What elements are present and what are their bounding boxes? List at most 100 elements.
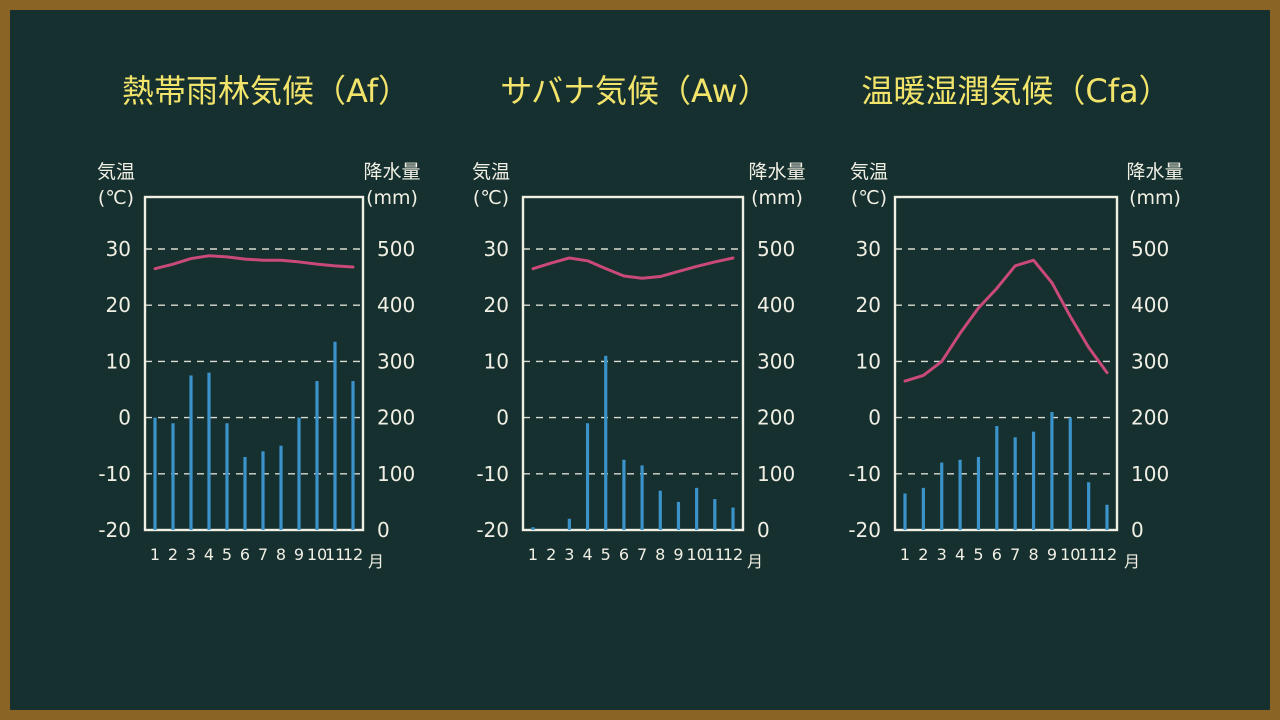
chart-title: 温暖湿潤気候（Cfa） [861,72,1170,110]
precipitation-tick-label: 100 [757,462,795,486]
temperature-tick-label: -20 [848,518,881,542]
precipitation-bar [243,456,247,530]
month-label: 9 [673,545,683,564]
month-label: 5 [601,545,611,564]
precipitation-tick-label: 100 [377,462,415,486]
precipitation-bar [189,375,193,530]
temperature-tick-label: 0 [868,406,881,430]
month-label: 1 [900,545,910,564]
right-axis-unit: (mm) [366,187,418,209]
precipitation-tick-label: 0 [1131,518,1144,542]
chart-cfa: 温暖湿潤気候（Cfa） 気温 (℃) 降水量 (mm) 月 3020100-10… [848,72,1183,571]
temperature-tick-label: 10 [856,349,881,373]
precipitation-bar [940,462,944,530]
month-label: 4 [955,545,965,564]
month-label: 8 [1028,545,1038,564]
precipitation-bar [531,527,535,530]
chart-af: 熱帯雨林気候（Af） 気温 (℃) 降水量 (mm) 月 3020100-10-… [97,72,421,571]
month-label: 6 [992,545,1002,564]
month-label: 2 [918,545,928,564]
month-label: 1 [150,545,160,564]
precipitation-bar [315,381,319,530]
plot-frame [521,195,745,532]
month-label: 9 [1047,545,1057,564]
month-label: 12 [343,545,363,564]
right-axis-label: 降水量 [748,161,805,183]
right-axis-unit: (mm) [1129,187,1181,209]
temperature-tick-label: -20 [476,518,509,542]
precipitation-bar [225,423,229,530]
precipitation-bar [333,341,337,530]
precipitation-bar [958,459,962,530]
month-label: 8 [655,545,665,564]
precipitation-bar [297,417,301,530]
precipitation-bar [695,487,699,530]
month-label: 2 [168,545,178,564]
precipitation-bar [976,456,981,530]
precipitation-tick-label: 400 [757,293,795,317]
precipitation-bar [1087,482,1091,530]
precipitation-bar [1031,431,1036,530]
month-label: 2 [546,545,556,564]
precipitation-bar [1068,417,1072,530]
right-axis-label: 降水量 [363,161,420,183]
month-label: 6 [619,545,629,564]
temperature-line [903,258,1109,383]
month-label: 1 [528,545,538,564]
temperature-tick-label: 20 [106,293,131,317]
month-unit: 月 [1124,552,1140,571]
precipitation-bar [1013,437,1017,530]
precipitation-tick-label: 0 [377,518,390,542]
temperature-tick-label: 20 [484,293,509,317]
temperature-tick-label: 30 [106,237,131,261]
precipitation-tick-label: 300 [1131,349,1169,373]
precipitation-bar [567,518,571,530]
right-axis-unit: (mm) [751,187,803,209]
chart-aw: サバナ気候（Aw） 気温 (℃) 降水量 (mm) 月 3020100-10-2… [472,72,806,571]
plot-frame [143,195,365,532]
month-label: 10 [307,545,327,564]
temperature-line [531,256,735,280]
month-label: 10 [686,545,706,564]
left-axis-unit: (℃) [473,187,509,209]
month-label: 11 [705,545,725,564]
precipitation-bar [279,445,283,530]
left-axis-label: 気温 [97,161,135,183]
month-label: 6 [240,545,250,564]
precipitation-bar [261,451,265,530]
precipitation-tick-label: 500 [757,237,795,261]
precipitation-tick-label: 300 [757,349,795,373]
climate-charts: 熱帯雨林気候（Af） 気温 (℃) 降水量 (mm) 月 3020100-10-… [97,72,1184,571]
precipitation-bar [731,507,735,530]
temperature-tick-label: -20 [98,518,131,542]
precipitation-tick-label: 400 [1131,293,1169,317]
left-axis-unit: (℃) [851,187,887,209]
precipitation-bar [921,487,925,530]
temperature-tick-label: 30 [856,237,881,261]
temperature-tick-label: 0 [118,406,131,430]
precipitation-tick-label: 200 [1131,406,1169,430]
month-label: 11 [1078,545,1098,564]
temperature-line [153,254,355,271]
precipitation-tick-label: 100 [1131,462,1169,486]
precipitation-tick-label: 200 [757,406,795,430]
precipitation-tick-label: 400 [377,293,415,317]
plot-frame [893,195,1119,532]
precipitation-bar [1050,411,1054,530]
precipitation-bar [351,381,355,530]
month-label: 7 [1010,545,1020,564]
month-label: 11 [325,545,345,564]
precipitation-bar [713,499,717,530]
temperature-tick-label: 10 [484,349,509,373]
month-label: 3 [564,545,574,564]
month-label: 5 [222,545,232,564]
temperature-tick-label: 0 [496,406,509,430]
left-axis-label: 気温 [472,161,510,183]
precipitation-bar [658,490,662,530]
precipitation-bar [171,423,175,530]
month-label: 12 [1097,545,1117,564]
precipitation-bar [604,355,608,530]
precipitation-bar [585,423,590,530]
temperature-tick-label: 20 [856,293,881,317]
precipitation-bar [622,459,626,530]
